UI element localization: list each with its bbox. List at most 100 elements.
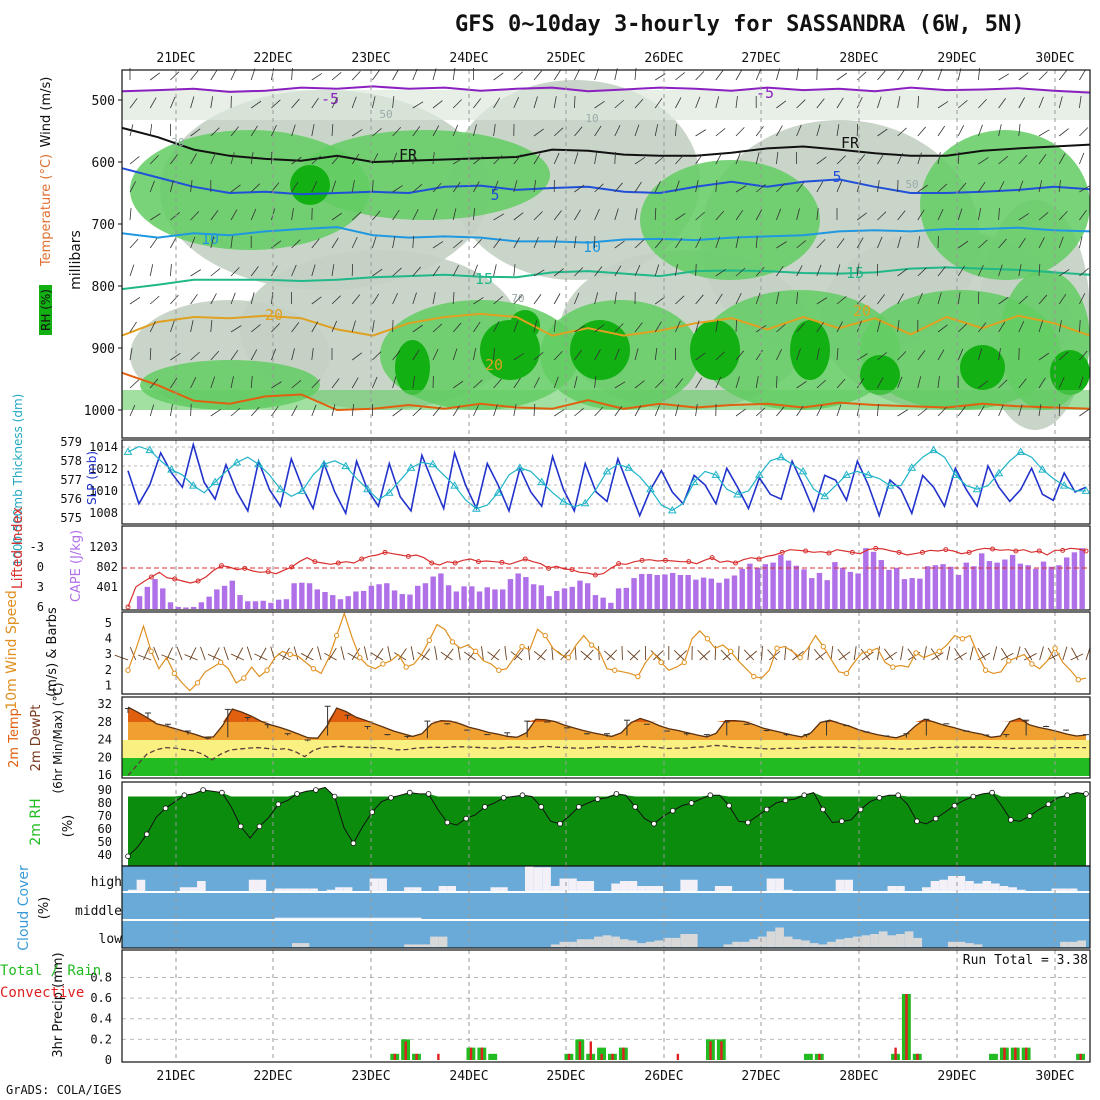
wind-barb — [877, 153, 885, 165]
wind-barb — [654, 321, 662, 333]
wind-barb — [412, 126, 421, 137]
wind-barb — [917, 152, 922, 165]
wind-barb — [331, 264, 335, 277]
wind-barb — [816, 379, 827, 389]
cape-bar — [190, 606, 197, 609]
wind-barb — [978, 405, 985, 417]
cloud-low-bar — [740, 941, 750, 947]
cloud-low-bar — [680, 934, 689, 947]
wind-barb — [634, 98, 644, 109]
rh-marker — [763, 806, 770, 813]
wind10m-marker — [472, 648, 479, 655]
wind-barb — [574, 407, 584, 417]
thickness-marker — [123, 447, 133, 455]
lifted-marker — [990, 546, 996, 552]
pressure-tick: 800 — [92, 280, 115, 295]
slp-tick: 1010 — [89, 484, 118, 498]
wind-barb — [553, 350, 563, 361]
wind-barb — [473, 297, 484, 305]
wind-barb — [553, 320, 556, 333]
rh-marker — [557, 820, 563, 827]
wind-barb — [796, 182, 805, 193]
thickness-marker — [363, 484, 372, 493]
thickness-marker — [167, 465, 176, 473]
wind-barb — [473, 348, 477, 361]
cloud-low-bar — [835, 939, 845, 947]
wind10m-marker — [704, 636, 711, 642]
wind-barb — [695, 96, 701, 109]
thickness-marker — [472, 504, 481, 512]
wind-barb — [816, 181, 824, 193]
wind10m-barb — [129, 646, 137, 661]
thickness-marker — [885, 481, 895, 489]
wind10m-barb — [537, 649, 547, 661]
wind-barb — [392, 376, 397, 389]
cape-bar — [561, 588, 568, 609]
wind-barb — [917, 408, 928, 417]
wind-barb — [533, 269, 545, 277]
wind-barb — [1058, 180, 1061, 193]
wind-barb — [473, 379, 483, 389]
wind-barb — [675, 237, 683, 249]
wind-barb — [372, 153, 379, 165]
wind-barb — [1038, 294, 1048, 305]
temp-tick: 20 — [98, 750, 112, 764]
cloud-middle-bar — [283, 917, 292, 919]
wind-barb — [796, 405, 804, 417]
wind-barb — [634, 124, 640, 137]
wind-barb — [735, 152, 741, 165]
date-tick-bottom: 27DEC — [741, 1069, 780, 1084]
cape-bar — [770, 562, 776, 609]
wind10m-barb — [527, 646, 531, 661]
wind-barb — [796, 292, 799, 305]
wind-barb — [634, 348, 639, 361]
wind-barb — [210, 210, 219, 221]
wind10m-marker — [380, 661, 386, 667]
wind-barb — [877, 96, 882, 109]
rh-marker — [538, 804, 545, 810]
wind-barb — [614, 99, 625, 109]
date-tick-bottom: 30DEC — [1035, 1069, 1074, 1084]
cape-bar — [816, 572, 823, 609]
precip-convective-bar — [622, 1047, 625, 1060]
wind-barb — [654, 348, 658, 361]
wind-barb — [331, 295, 341, 305]
wind10m-marker — [1075, 677, 1081, 683]
cape-bar — [917, 578, 923, 609]
precip-convective-bar — [578, 1041, 582, 1060]
wind-barb — [412, 407, 422, 417]
wind-barb — [230, 68, 237, 81]
wind-barb — [978, 322, 987, 333]
wind-barb — [715, 351, 725, 361]
wind-barb — [695, 377, 703, 389]
rh-marker — [914, 818, 920, 824]
rh-marker — [801, 792, 808, 798]
cloud-high-bar — [844, 879, 853, 891]
wind10m-barb — [207, 653, 221, 661]
wind-barb — [594, 152, 598, 165]
cape-frame — [121, 525, 1091, 611]
date-tick-top: 30DEC — [1035, 51, 1074, 66]
thickness-marker — [646, 484, 655, 493]
thickness-marker — [951, 470, 960, 478]
cape-bar — [631, 578, 637, 609]
wind-barb — [190, 403, 192, 417]
wind10m-barb — [900, 646, 904, 661]
wind-barb — [311, 379, 321, 389]
wind10m-barb — [277, 653, 291, 661]
wind-barb — [533, 153, 541, 165]
cloud-high-bar — [1068, 888, 1078, 891]
wind-barb — [897, 351, 907, 361]
cape-bar — [623, 587, 630, 609]
cape-bar — [299, 582, 305, 609]
wind10m-barb — [363, 646, 368, 661]
wind-barb — [998, 404, 1004, 417]
wind-barb — [392, 152, 398, 165]
wind-barb — [1058, 153, 1066, 165]
cloud-low-bar — [421, 944, 431, 947]
cloud-high-bar — [309, 888, 318, 891]
rh-marker — [989, 789, 995, 796]
wind-barb — [533, 404, 536, 417]
cloud-high-bar — [300, 888, 310, 891]
wind-barb — [796, 240, 807, 249]
